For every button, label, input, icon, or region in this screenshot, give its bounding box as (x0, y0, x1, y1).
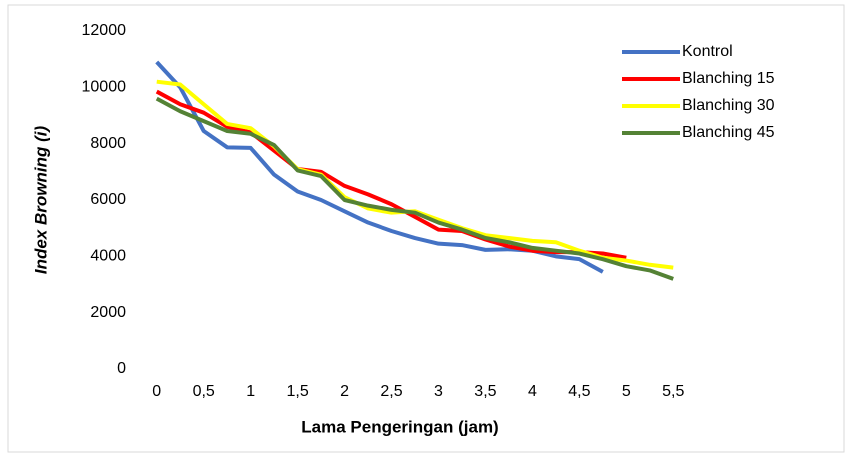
x-tick-label: 2,5 (380, 383, 402, 400)
x-tick-label: 1,5 (286, 383, 308, 400)
y-tick-label: 10000 (82, 79, 127, 96)
legend-label: Blanching 45 (682, 124, 775, 141)
x-tick-label: 2 (340, 383, 349, 400)
y-tick-label: 8000 (90, 135, 126, 152)
x-tick-label: 4 (528, 383, 537, 400)
x-axis-label: Lama Pengeringan (jam) (301, 417, 498, 436)
y-tick-label: 4000 (90, 248, 126, 265)
x-tick-label: 5 (622, 383, 631, 400)
legend-label: Blanching 30 (682, 97, 775, 114)
x-tick-label: 1 (246, 383, 255, 400)
x-tick-label: 3 (434, 383, 443, 400)
x-tick-label: 3,5 (474, 383, 496, 400)
y-axis-label: Index Browning (i) (31, 126, 50, 275)
chart-frame (7, 4, 845, 453)
x-tick-label: 4,5 (568, 383, 590, 400)
legend-label: Kontrol (682, 43, 733, 60)
x-tick-label: 5,5 (662, 383, 684, 400)
x-tick-label: 0,5 (193, 383, 215, 400)
legend-label: Blanching 15 (682, 70, 775, 87)
x-tick-label: 0 (152, 383, 161, 400)
series-line (155, 96, 674, 281)
y-tick-label: 0 (117, 360, 126, 377)
y-tick-label: 12000 (82, 22, 127, 39)
y-tick-label: 6000 (90, 191, 126, 208)
y-tick-label: 2000 (90, 304, 126, 321)
